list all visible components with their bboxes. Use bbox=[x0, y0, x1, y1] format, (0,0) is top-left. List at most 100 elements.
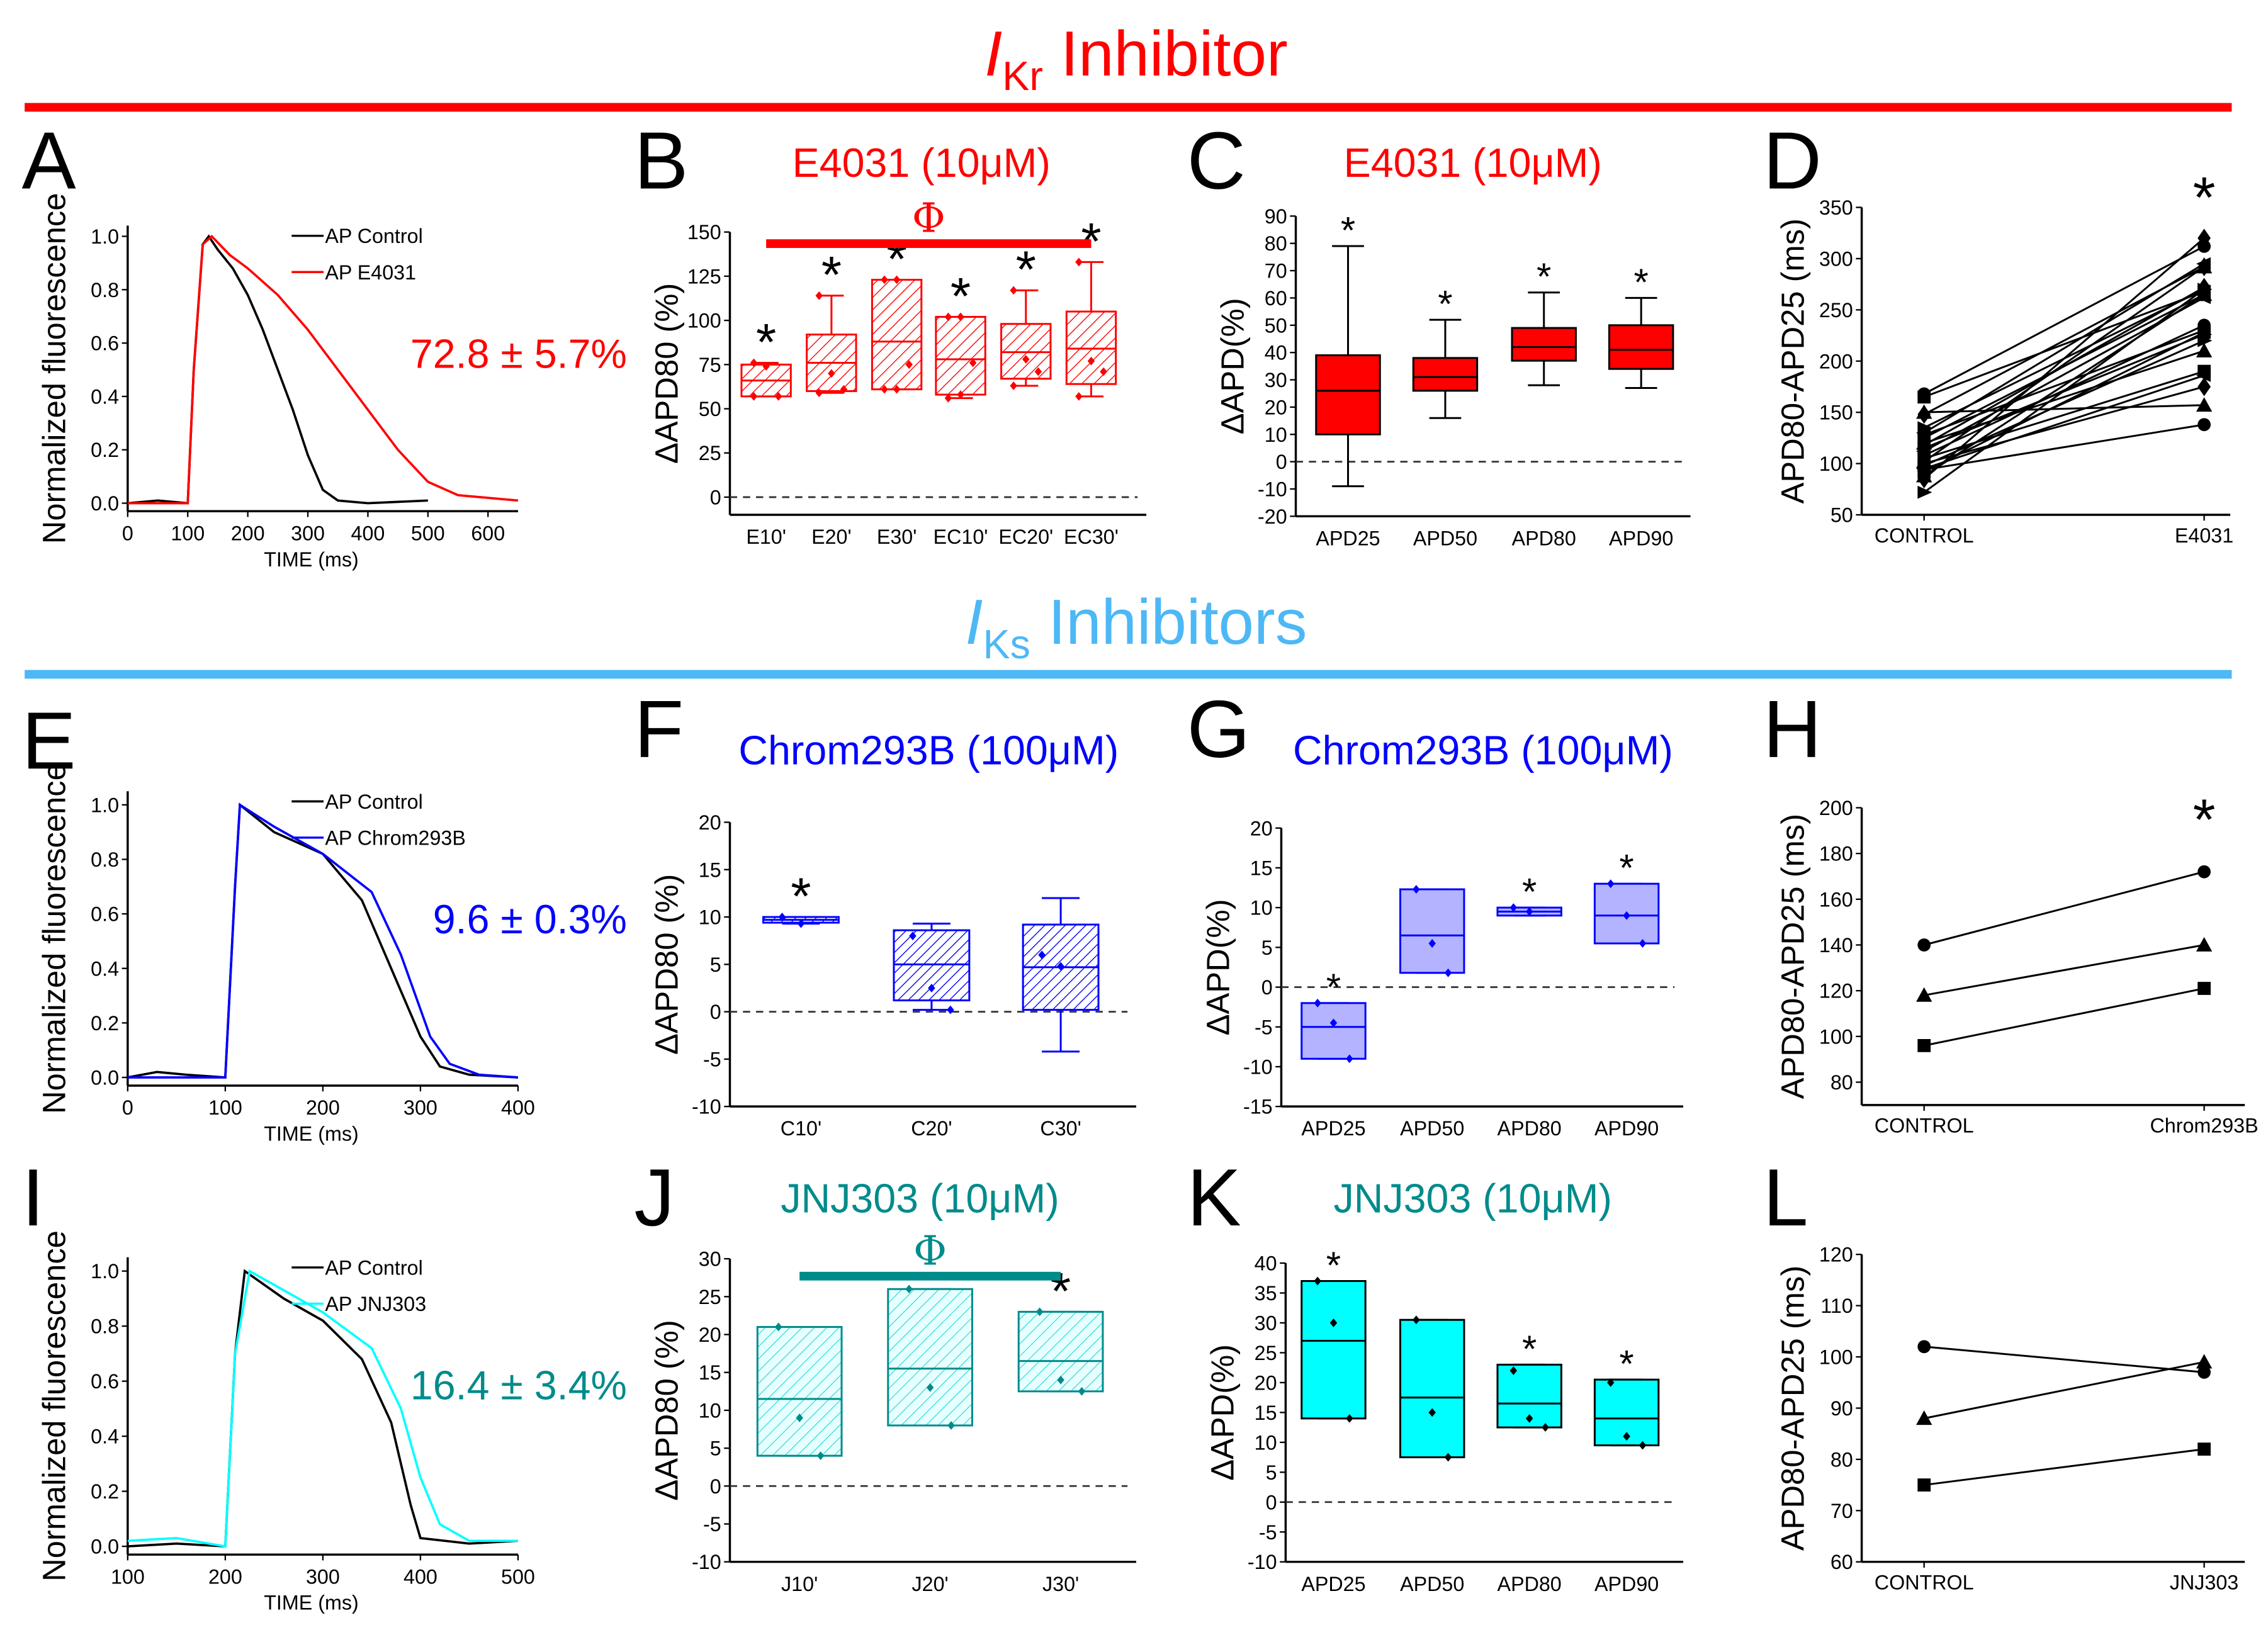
y-tick-label: 5 bbox=[1261, 936, 1273, 959]
x-tick-label: E30' bbox=[877, 526, 917, 548]
treatment-marker bbox=[2197, 865, 2211, 879]
data-point bbox=[1075, 391, 1083, 401]
panel-letter: L bbox=[1763, 1152, 1808, 1243]
y-tick-label: 0.2 bbox=[91, 439, 119, 461]
pair-connector bbox=[1923, 288, 2205, 493]
y-tick-label: 0 bbox=[710, 486, 721, 509]
significance-star: * bbox=[1522, 1328, 1537, 1370]
y-axis-label: Normalized fluorescence bbox=[37, 193, 72, 544]
y-axis-label: Normalized fluorescence bbox=[37, 1230, 72, 1582]
y-tick-label: -5 bbox=[703, 1048, 721, 1071]
significance-star: * bbox=[756, 313, 776, 371]
panel-j: J -10 -5 0 5 10 15 20 25 30 ΔAPD80 (%) JNJ303 (10μM… bbox=[634, 1152, 1136, 1595]
pair-connector bbox=[1924, 1361, 2204, 1420]
data-point bbox=[1087, 356, 1095, 366]
pair-connector bbox=[1923, 245, 2205, 395]
box-c10: C10' * bbox=[762, 867, 840, 1140]
panel-h: H 80 100 120 140 160 180 200 APD80-APD25 (ms) CON… bbox=[1763, 684, 2259, 1137]
y-tick-label: 0.4 bbox=[91, 385, 119, 408]
y-tick-label: 0.8 bbox=[91, 279, 119, 301]
trace-ap-control bbox=[127, 802, 519, 1079]
y-tick-label: 20 bbox=[1255, 1371, 1277, 1394]
y-tick-label: 50 bbox=[1265, 314, 1287, 337]
y-tick-label: 0.4 bbox=[91, 957, 119, 980]
data-point bbox=[828, 369, 835, 378]
y-tick-label: 75 bbox=[699, 354, 721, 376]
box-iqr bbox=[1399, 1318, 1465, 1459]
data-point bbox=[1010, 381, 1017, 390]
significance-star: * bbox=[1633, 261, 1648, 303]
x-tick-label: 200 bbox=[208, 1565, 242, 1588]
box-iqr bbox=[1300, 1002, 1367, 1060]
treatment-marker bbox=[2197, 1366, 2211, 1379]
panel-letter: H bbox=[1763, 684, 1822, 775]
significance-star: * bbox=[2193, 166, 2216, 230]
y-tick-label: 5 bbox=[1266, 1461, 1277, 1484]
ikr-header-rule bbox=[25, 103, 2232, 112]
box-iqr bbox=[1300, 1280, 1367, 1420]
y-tick-label: 125 bbox=[687, 265, 721, 288]
y-tick-label: 80 bbox=[1265, 232, 1287, 255]
treatment-marker bbox=[2197, 283, 2213, 296]
control-marker bbox=[1915, 1410, 1932, 1425]
box-e30: E30' * bbox=[871, 230, 923, 548]
y-tick-label: 40 bbox=[1265, 342, 1287, 364]
y-tick-label: 90 bbox=[1831, 1397, 1853, 1420]
treatment-marker bbox=[2196, 1354, 2213, 1369]
pair-connector bbox=[1924, 404, 2204, 413]
treatment-marker bbox=[2196, 342, 2213, 357]
x-tick-label: APD50 bbox=[1400, 1573, 1464, 1595]
box-iqr bbox=[887, 1288, 973, 1427]
significance-symbol: Φ bbox=[913, 1227, 947, 1274]
iks-header-rule bbox=[25, 670, 2232, 679]
data-point bbox=[893, 385, 901, 394]
y-tick-label: 0.8 bbox=[91, 1315, 119, 1338]
data-point bbox=[1078, 1386, 1086, 1396]
y-axis-label: ΔAPD80 (%) bbox=[649, 283, 685, 464]
y-tick-label: 0 bbox=[1276, 451, 1287, 473]
x-tick-label: JNJ303 bbox=[2170, 1571, 2238, 1593]
significance-symbol: Φ bbox=[912, 195, 945, 242]
box-iqr bbox=[1399, 888, 1465, 974]
x-tick-label: 300 bbox=[403, 1096, 437, 1119]
box-iqr bbox=[893, 929, 971, 1002]
x-tick-label: 200 bbox=[231, 522, 265, 544]
y-tick-label: 200 bbox=[1819, 797, 1853, 819]
data-point bbox=[947, 1421, 955, 1430]
y-tick-label: 50 bbox=[699, 398, 721, 420]
data-point bbox=[881, 385, 888, 394]
y-tick-label: 70 bbox=[1831, 1500, 1853, 1522]
x-tick-label: APD80 bbox=[1498, 1573, 1562, 1595]
paired-line bbox=[1915, 257, 2211, 440]
significance-star: * bbox=[1051, 1262, 1071, 1320]
y-tick-label: 5 bbox=[710, 953, 721, 976]
y-tick-label: 30 bbox=[1255, 1312, 1277, 1334]
significance-bar bbox=[799, 1271, 1061, 1281]
pair-connector bbox=[1923, 266, 2205, 463]
panel-letter: D bbox=[1763, 116, 1822, 206]
x-tick-label: APD50 bbox=[1413, 527, 1477, 549]
panel-letter: E bbox=[22, 695, 76, 786]
x-tick-label: 100 bbox=[111, 1565, 145, 1588]
treatment-marker bbox=[2196, 259, 2213, 274]
y-tick-label: 0 bbox=[1266, 1491, 1277, 1514]
y-tick-label: 140 bbox=[1819, 934, 1853, 957]
y-tick-label: -20 bbox=[1258, 505, 1287, 528]
data-point bbox=[774, 1322, 782, 1332]
data-point bbox=[750, 391, 758, 401]
y-tick-label: 100 bbox=[1819, 452, 1853, 475]
x-axis-label: TIME (ms) bbox=[264, 1592, 358, 1614]
data-point bbox=[1509, 903, 1518, 913]
pair-connector bbox=[1923, 293, 2205, 477]
box-j10: J10' bbox=[756, 1322, 843, 1595]
legend-label: AP Control bbox=[325, 1256, 422, 1279]
y-tick-label: 35 bbox=[1255, 1282, 1277, 1305]
treatment-marker bbox=[2197, 1442, 2211, 1456]
x-tick-label: E4031 bbox=[2175, 524, 2233, 547]
box-c20: C20' bbox=[893, 923, 971, 1140]
panel-letter: C bbox=[1187, 116, 1246, 206]
significance-star: * bbox=[1438, 283, 1452, 325]
y-axis-label: Normalized fluorescence bbox=[37, 763, 72, 1114]
y-tick-label: 10 bbox=[1250, 897, 1273, 919]
data-point bbox=[797, 919, 805, 928]
